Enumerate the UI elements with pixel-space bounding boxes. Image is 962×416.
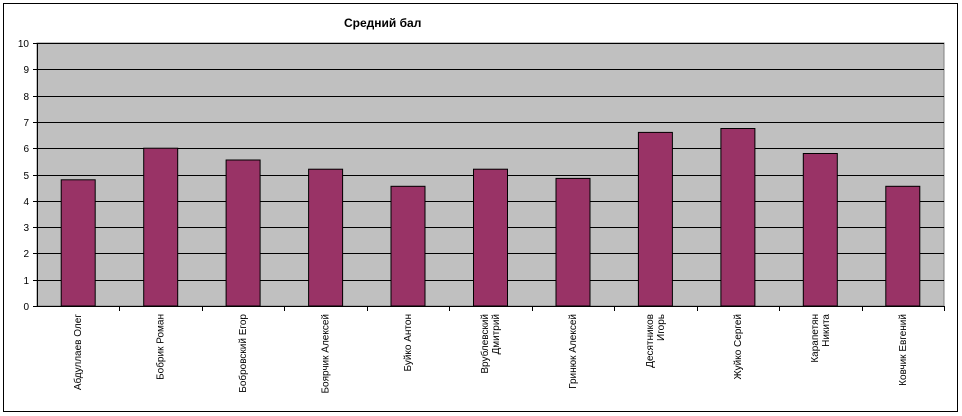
bar	[225, 159, 261, 307]
y-tick-label: 2	[23, 249, 29, 260]
y-tick-label: 4	[23, 197, 29, 208]
x-tick-label: Врублевский	[479, 314, 491, 374]
bar	[143, 147, 179, 307]
x-tick-label: Десятников	[645, 314, 656, 368]
x-tick-label: Жуйко Сергей	[733, 314, 744, 379]
bar	[473, 168, 508, 307]
bar	[637, 131, 673, 307]
bar	[720, 128, 756, 307]
y-tick-label: 5	[23, 171, 29, 182]
x-tick-label: Ковчик Евгений	[898, 314, 909, 386]
chart-title: Средний бал	[344, 16, 422, 30]
x-tick-label: Гринюк Алексей	[568, 314, 579, 389]
bar	[555, 177, 591, 307]
x-tick-label: Абдуллаев Олег	[72, 314, 84, 391]
y-tick-label: 8	[23, 92, 29, 103]
y-tick-label: 6	[23, 144, 29, 155]
bar	[390, 185, 426, 307]
bar	[885, 185, 921, 307]
x-tick-label: Никита	[821, 314, 832, 347]
y-tick-label: 7	[23, 118, 29, 129]
x-tick-label: Дмитрий	[491, 314, 502, 355]
y-tick-label: 10	[18, 39, 30, 50]
x-tick-label: Карапетян	[810, 314, 821, 363]
bar	[802, 153, 838, 307]
x-tick-label: Бобрик Роман	[155, 314, 167, 380]
x-tick-label: Боярчик Алексей	[321, 314, 332, 394]
bar	[60, 179, 96, 307]
x-tick-label: Игорь	[656, 314, 667, 341]
y-tick-label: 9	[23, 65, 29, 76]
y-tick-label: 0	[23, 302, 29, 313]
y-tick-label: 1	[23, 276, 29, 287]
x-tick-label: Бобровский Егор	[237, 314, 249, 393]
bar	[308, 168, 344, 307]
x-tick-label: Буйко Антон	[403, 314, 414, 372]
y-tick-label: 3	[23, 223, 29, 234]
